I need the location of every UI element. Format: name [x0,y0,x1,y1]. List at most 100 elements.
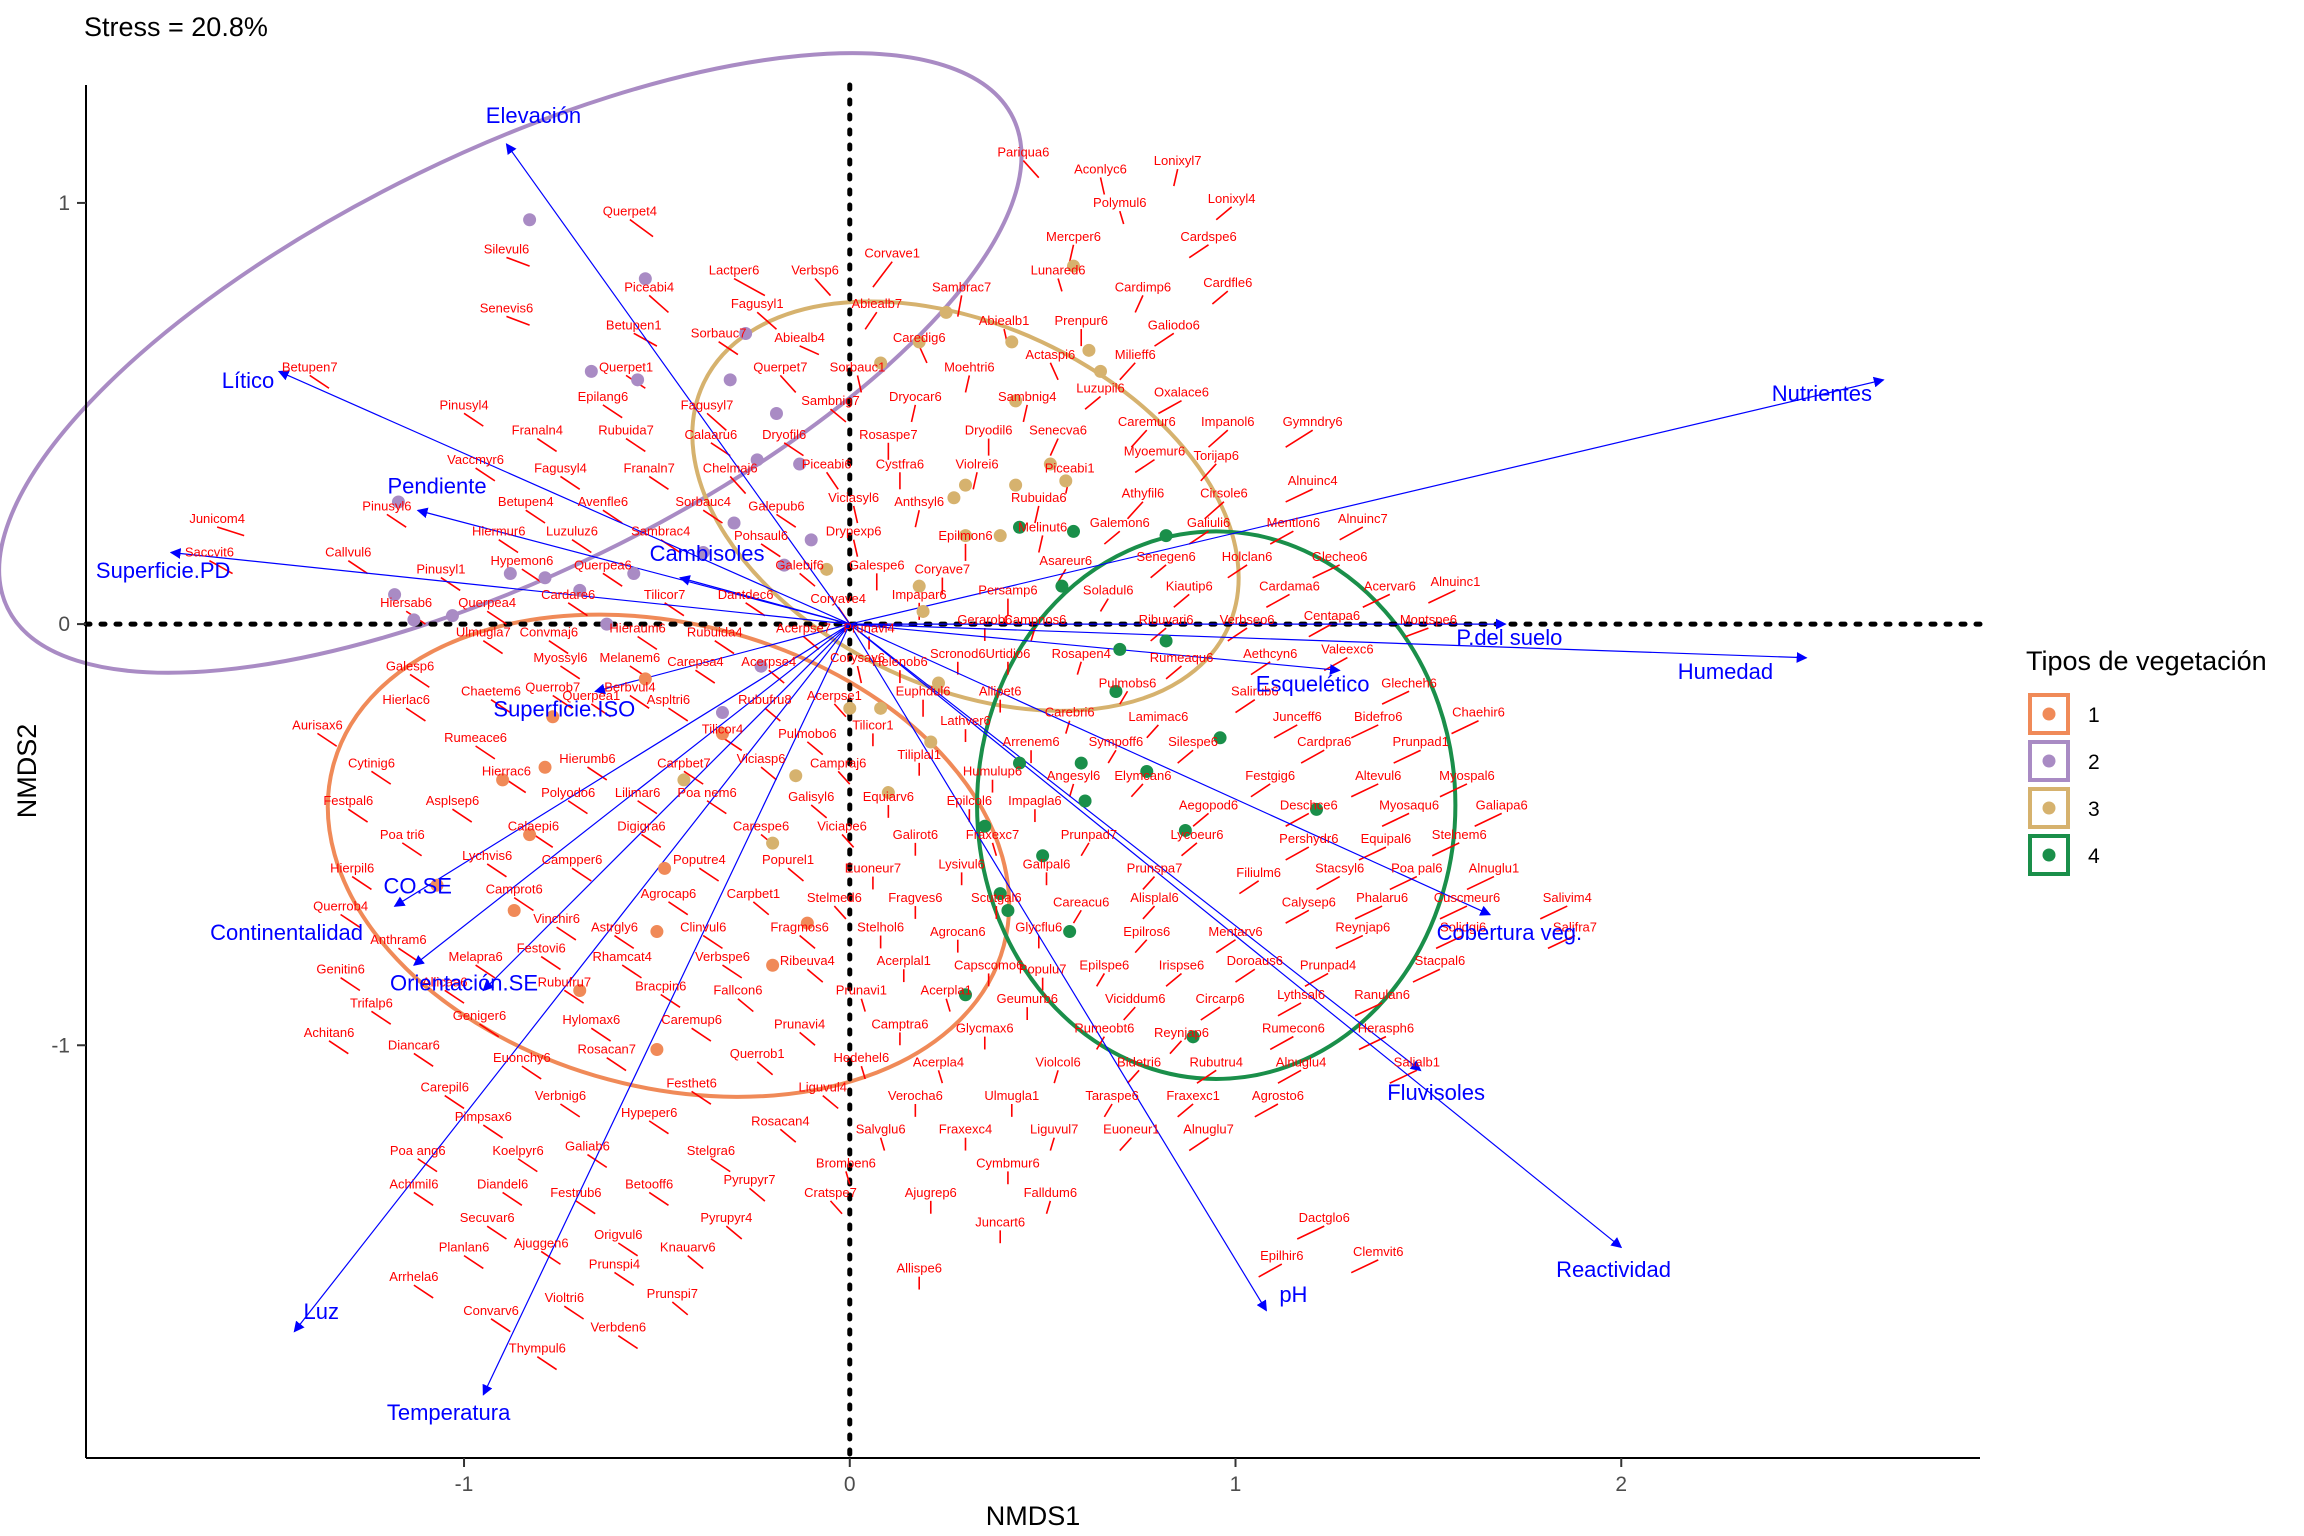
species-line [710,442,731,457]
species-line [945,998,951,1012]
species-label: Galebif6 [775,557,823,572]
species-line [1235,699,1256,714]
site-point [874,701,888,715]
species-label: Cystfra6 [876,456,924,471]
species-label: Alnuinc7 [1338,511,1388,526]
species-line [617,1334,639,1350]
species-label: Prunavi1 [836,983,887,998]
species-label: Abiealb4 [774,330,825,345]
legend-items: 1 2 3 4 [2028,693,2100,876]
species-line [1354,1002,1383,1017]
species-label: Salirub6 [1231,684,1279,699]
species-line [513,896,534,912]
site-point [978,819,992,833]
species-label: Diandel6 [477,1176,528,1191]
species-line [918,345,928,364]
species-line [637,635,658,651]
species-line [347,560,369,575]
species-label: Alnuinc1 [1430,574,1480,589]
site-point [1059,474,1073,488]
species-label: Pariqua6 [997,145,1049,160]
species-label: Chaetem6 [461,684,521,699]
species-label: Melanem6 [600,650,661,665]
species-label: Sorbauc1 [830,359,886,374]
species-line [687,1255,704,1270]
vector-arrow [849,623,1341,675]
site-point [739,326,753,340]
environmental-vectors [169,143,1885,1396]
species-line [1215,939,1236,954]
species-line [648,475,669,490]
species-line [864,311,878,330]
species-label: Herasph6 [1358,1021,1414,1036]
species-label: Berbvul4 [604,679,655,694]
species-line [814,277,832,297]
species-line [910,404,917,423]
species-label: Prunpad4 [1300,957,1356,972]
site-point [407,613,421,627]
species-line [1211,290,1229,305]
species-line [1126,1069,1140,1084]
site-point [1074,756,1088,770]
site-point [766,836,780,850]
species-label: Tilicor1 [852,717,893,732]
species-label: Secuvar6 [460,1210,515,1225]
x-tick-label: 2 [1615,1473,1627,1496]
site-point [445,609,459,623]
species-label: Betooff6 [625,1176,673,1191]
species-label: Cardimp6 [1115,279,1171,294]
vector-arrow [849,376,1885,625]
species-label: Senevis6 [480,300,533,315]
species-line [837,770,851,785]
species-label: Carpbet7 [657,755,710,770]
species-line [1134,295,1144,313]
site-point [947,491,961,505]
species-label: Rubutru4 [1189,1054,1242,1069]
species-label: Carepsa4 [667,654,723,669]
species-label: Myoemur6 [1124,444,1185,459]
vector-arrow [413,623,851,966]
species-label: Euoneur7 [845,861,901,876]
site-point [1012,520,1026,534]
species-line [567,602,588,617]
species-line [1038,535,1044,553]
species-label: Scutgal6 [971,890,1022,905]
site-point [1036,849,1050,863]
species-label: Fraxexc7 [966,827,1019,842]
species-line [417,1158,438,1173]
species-label: Poa tri6 [380,827,425,842]
species-label: Querpea6 [574,557,632,572]
species-line [937,1070,944,1084]
species-label: Luzuluz6 [546,524,598,539]
vector-arrow [594,623,850,695]
species-label: Campnos6 [1003,612,1066,627]
species-label: Poa ang6 [390,1143,446,1158]
species-line [1188,530,1209,545]
species-label: Euonchy6 [493,1050,551,1065]
species-label: Drypexp6 [826,524,882,539]
species-line [714,640,735,655]
species-label: Astrgly6 [591,920,638,935]
species-line [760,766,777,781]
species-line [1057,278,1063,292]
species-label: Chaehir6 [1452,705,1505,720]
vector-label: Superficie.ISO [493,697,635,722]
site-point [715,727,729,741]
species-label: Epilros6 [1123,924,1170,939]
species-label: Galemon6 [1090,515,1150,530]
legend-dot-1 [2042,707,2056,721]
species-line [536,1356,558,1371]
legend-label-2: 2 [2088,751,2100,774]
vector-label: CO.SE [384,874,452,899]
vector-arrow [679,575,850,625]
species-line [802,635,820,650]
species-line [668,707,689,722]
site-point [546,710,560,724]
species-line [506,315,530,326]
legend-title: Tipos de vegetación [2026,646,2267,676]
species-line [745,602,766,617]
species-label: Acervar6 [1364,578,1416,593]
species-label: Elymcan6 [1114,768,1171,783]
species-label: Hiermur6 [472,524,525,539]
species-line [413,1191,434,1206]
